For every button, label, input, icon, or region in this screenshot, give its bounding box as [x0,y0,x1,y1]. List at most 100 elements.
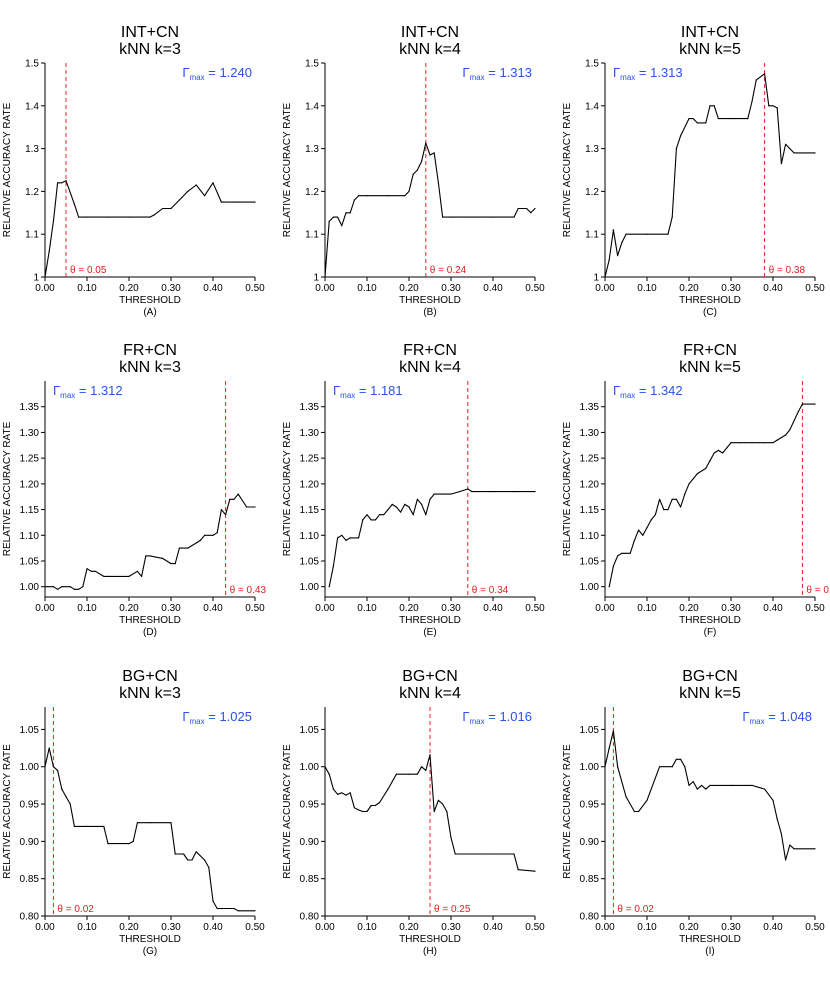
data-point [625,552,627,554]
data-point [785,143,787,145]
data-point [633,810,636,813]
data-point [675,148,678,150]
data-point [69,586,71,588]
gamma-symbol: Γ [462,65,469,80]
x-tick-label: 0.20 [679,603,699,614]
data-point [366,195,368,197]
y-tick-label: 0.80 [20,912,40,923]
x-tick-label: 0.30 [161,922,181,933]
data-point [57,769,59,772]
gamma-value: = 1.016 [485,709,532,724]
series-line [45,493,255,590]
data-point [534,491,536,493]
gamma-max-annotation: Γmax = 1.312 [53,383,123,400]
data-point [437,182,439,184]
y-tick-label: 1.2 [25,187,39,198]
data-point [383,514,385,516]
data-point [345,794,347,796]
x-tick-label: 0.30 [161,283,181,294]
data-point [437,799,439,801]
y-axis-label: RELATIVE ACCURACY RATE [562,102,573,237]
data-point [324,766,326,768]
y-axis-label: RELATIVE ACCURACY RATE [282,421,293,556]
y-tick-label: 1 [313,273,319,284]
data-point [337,793,339,795]
y-tick-label: 1.30 [300,428,320,439]
y-tick-label: 1.00 [580,762,600,773]
data-point [370,519,372,521]
y-tick-label: 0.90 [20,837,40,848]
data-point [61,182,63,184]
data-point [709,784,711,787]
y-tick-label: 1.2 [585,187,599,198]
data-point [370,804,372,807]
data-point [149,822,151,824]
data-point [128,216,130,218]
data-point [341,792,343,794]
x-tick-label: 0.40 [763,603,783,614]
data-point [353,807,355,809]
data-point [416,498,418,500]
data-point [789,148,791,150]
data-point [421,160,423,162]
data-point [429,154,431,156]
data-point [776,107,778,109]
data-point [450,216,452,218]
data-point [107,575,109,578]
x-tick-label: 0.50 [245,922,265,933]
gamma-subscript: max [620,73,635,82]
data-point [199,539,201,542]
x-tick-label: 0.00 [315,922,335,933]
data-point [646,233,648,235]
x-tick-label: 0.50 [805,922,825,933]
y-tick-label: 1.05 [300,557,320,568]
gamma-max-annotation: Γmax = 1.016 [462,709,532,726]
data-point [692,781,694,783]
y-axis-label: RELATIVE ACCURACY RATE [2,102,13,237]
x-axis-label: THRESHOLD [399,934,461,945]
gamma-symbol: Γ [613,383,620,398]
gamma-symbol: Γ [742,709,749,724]
y-tick-label: 1.35 [580,402,600,413]
x-tick-label: 0.00 [315,283,335,294]
threshold-label: θ = 0.02 [617,904,654,915]
data-point [132,840,134,843]
data-point [442,803,444,805]
data-point [433,152,435,154]
data-point [772,105,774,107]
data-point [780,833,783,835]
y-tick-label: 1.2 [305,187,319,198]
data-point [638,529,640,531]
gamma-max-annotation: Γmax = 1.342 [613,383,683,400]
gamma-symbol: Γ [182,65,189,80]
gamma-value: = 1.313 [485,65,532,80]
data-point [86,216,88,218]
x-tick-label: 0.00 [595,283,615,294]
data-point [659,766,661,768]
chart-title: BG+CN [682,668,738,685]
panel-label: (A) [143,307,156,318]
data-point [90,570,92,572]
data-point [387,788,389,790]
data-point [328,586,330,588]
data-point [764,442,766,444]
data-point [688,118,690,120]
data-point [534,870,536,872]
data-point [701,784,703,787]
panel-label: (H) [423,946,437,957]
data-point [671,498,673,500]
y-tick-label: 1.35 [20,402,40,413]
data-point [442,493,444,495]
data-point [73,203,75,205]
data-point [220,509,222,511]
x-tick-label: 0.40 [203,283,223,294]
data-point [416,773,418,775]
y-tick-label: 1.05 [20,557,40,568]
gamma-symbol: Γ [462,709,469,724]
chart-title: FR+CN [403,342,457,359]
data-point [353,199,355,201]
gamma-subscript: max [60,391,75,400]
x-tick-label: 0.00 [35,283,55,294]
series-line [604,730,815,861]
